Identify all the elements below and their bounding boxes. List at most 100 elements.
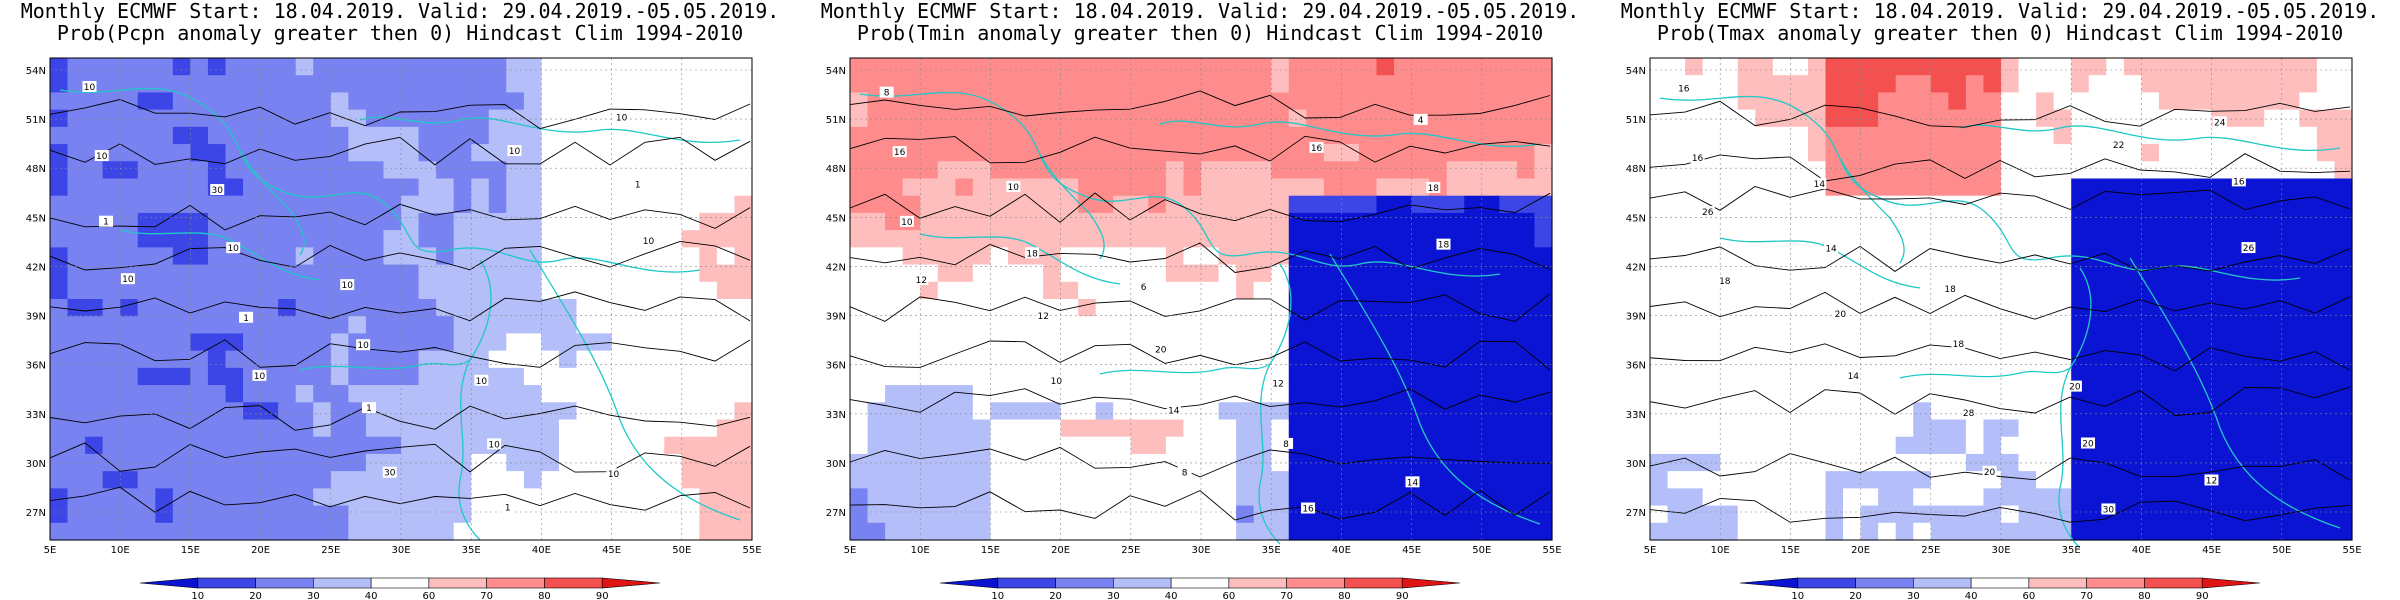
contour-value-labels: 10 30 10 10 10 10 10 10 10 10 1 1 1 1 1 10 10 30 10 10 [82, 80, 656, 514]
lat-lon-grid [849, 58, 1553, 540]
contour-value-label: 12 [1037, 312, 1048, 322]
lat-label: 48N [1626, 164, 1646, 175]
colorbar-swatch [1970, 577, 2030, 589]
colorbar-swatch [939, 577, 999, 589]
lat-label: 36N [826, 361, 846, 372]
colorbar-label: 90 [1396, 591, 1409, 600]
contour-lines [849, 90, 1551, 521]
colorbar-swatch [1401, 577, 1461, 589]
lat-label: 54N [826, 66, 846, 77]
colorbar-label: 80 [1338, 591, 1351, 600]
contour-value-label: 8 [884, 89, 890, 99]
contour-value-label: 24 [2214, 118, 2226, 128]
panel-title-line1: Monthly ECMWF Start: 18.04.2019. Valid: … [820, 0, 1580, 23]
colorbar-swatch [428, 577, 487, 589]
contour-value-label: 18 [1944, 285, 1956, 295]
contour-value-label: 1 [103, 218, 109, 228]
contour-value-label: 20 [2069, 383, 2081, 393]
lon-label: 25E [1921, 545, 1940, 556]
lon-label: 5E [844, 545, 857, 556]
lat-label: 45N [826, 213, 846, 224]
colorbar-label: 30 [1107, 591, 1120, 600]
panel-title-line1: Monthly ECMWF Start: 18.04.2019. Valid: … [20, 0, 780, 23]
contour-value-label: 4 [1418, 116, 1424, 126]
contour-value-label: 18 [1026, 249, 1038, 259]
lat-label: 27N [26, 508, 46, 519]
colorbar-swatch [139, 577, 199, 589]
lon-label: 55E [1542, 545, 1561, 556]
lon-label: 35E [462, 545, 481, 556]
colorbar: 10 20 30 40 60 70 80 90 [1739, 577, 2261, 600]
colorbar-label: 80 [2138, 591, 2151, 600]
map-frame [1649, 57, 2353, 541]
colorbar-swatch [197, 577, 256, 589]
lon-label: 35E [2062, 545, 2081, 556]
lat-label: 45N [26, 213, 46, 224]
colorbar-label: 80 [538, 591, 551, 600]
colorbar-label: 10 [1791, 591, 1804, 600]
lat-label: 30N [826, 459, 846, 470]
colorbar-label: 10 [191, 591, 204, 600]
colorbar-swatch [2028, 577, 2087, 589]
colorbar-swatch [1055, 577, 1114, 589]
contour-value-label: 26 [1702, 208, 1714, 218]
contour-value-label: 16 [1692, 154, 1704, 164]
colorbar-label: 30 [1907, 591, 1920, 600]
contour-value-label: 16 [1678, 84, 1690, 94]
lat-label: 51N [26, 115, 46, 126]
lat-label: 51N [826, 115, 846, 126]
contour-value-label: 16 [1311, 144, 1323, 154]
lon-label: 30E [1191, 545, 1210, 556]
contour-value-label: 26 [2243, 244, 2255, 254]
colorbar-label: 60 [1223, 591, 1236, 600]
contour-value-label: 1 [366, 404, 372, 414]
contour-value-label: 18 [1953, 340, 1965, 350]
lon-label: 20E [251, 545, 270, 556]
colorbar-swatch [2201, 577, 2261, 589]
contour-value-label: 14 [1168, 406, 1180, 416]
lat-label: 45N [1626, 213, 1646, 224]
panel-tmin: Monthly ECMWF Start: 18.04.2019. Valid: … [800, 0, 1600, 600]
contour-value-label: 8 [1182, 468, 1188, 478]
contour-value-labels: 8 10 6 12 14 16 18 20 8 4 10 12 14 16 18 12 10 8 16 18 [879, 86, 1451, 515]
contour-value-label: 20 [1835, 310, 1847, 320]
lon-label: 45E [602, 545, 621, 556]
colorbar-label: 90 [2196, 591, 2209, 600]
map-frame [849, 57, 1553, 541]
lon-label: 10E [111, 545, 130, 556]
contour-value-label: 20 [1984, 468, 1996, 478]
lat-label: 39N [826, 312, 846, 323]
colorbar-swatch [486, 577, 545, 589]
map-frame [49, 57, 753, 541]
contour-value-label: 12 [2206, 476, 2217, 486]
lat-label: 42N [26, 262, 46, 273]
contour-value-label: 10 [341, 281, 353, 291]
contour-value-label: 14 [1825, 244, 1837, 254]
panel-tmax: Monthly ECMWF Start: 18.04.2019. Valid: … [1600, 0, 2400, 600]
lat-label: 30N [1626, 459, 1646, 470]
colorbar-swatch [2144, 577, 2203, 589]
lat-label: 39N [1626, 312, 1646, 323]
colorbar-label: 20 [1849, 591, 1862, 600]
lon-label: 20E [1851, 545, 1870, 556]
lon-label: 50E [672, 545, 691, 556]
colorbar-label: 10 [991, 591, 1004, 600]
colorbar-label: 60 [423, 591, 436, 600]
colorbar-swatch [1286, 577, 1345, 589]
contour-lines [1649, 100, 2351, 523]
contour-value-label: 10 [254, 372, 266, 382]
contour-value-label: 18 [1428, 184, 1440, 194]
contour-value-label: 18 [1719, 277, 1731, 287]
contour-value-label: 16 [2233, 177, 2245, 187]
colorbar-label: 70 [480, 591, 493, 600]
colorbar-swatch [1913, 577, 1972, 589]
colorbar-swatch [1344, 577, 1403, 589]
contour-value-label: 10 [227, 244, 239, 254]
lon-label: 45E [1402, 545, 1421, 556]
probability-field [1650, 58, 2353, 541]
contour-value-label: 14 [1407, 478, 1419, 488]
colorbar-swatch [313, 577, 372, 589]
map-pcpn: 54N 51N 48N 45N 42N 39N 36N 33N 30N 27N 5E 10E 15E 20… [26, 57, 762, 600]
panel-pcpn: Monthly ECMWF Start: 18.04.2019. Valid: … [0, 0, 800, 600]
colorbar-label: 40 [365, 591, 378, 600]
